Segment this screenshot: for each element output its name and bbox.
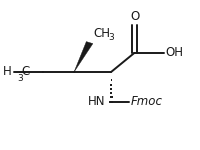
Text: Fmoc: Fmoc: [130, 95, 162, 108]
Text: O: O: [131, 11, 140, 23]
Text: CH: CH: [93, 27, 110, 40]
Text: OH: OH: [166, 46, 184, 59]
Text: C: C: [21, 65, 29, 78]
Text: HN: HN: [88, 95, 105, 108]
Text: H: H: [3, 65, 12, 78]
Text: 3: 3: [18, 74, 23, 83]
Polygon shape: [74, 42, 93, 72]
Text: 3: 3: [108, 33, 114, 42]
